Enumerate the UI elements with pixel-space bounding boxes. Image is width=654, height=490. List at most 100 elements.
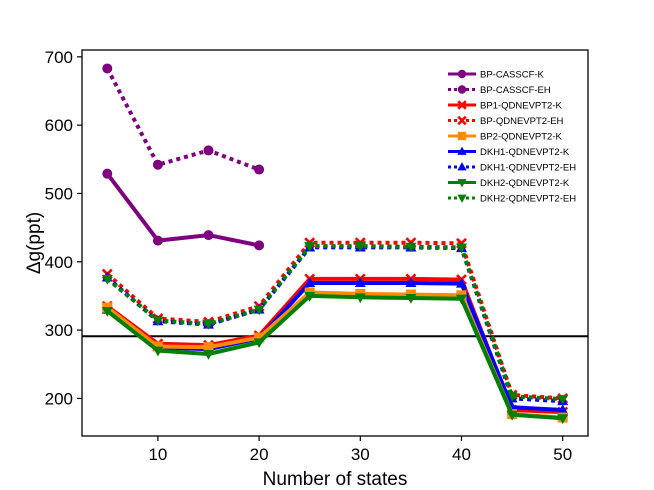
marker-shape xyxy=(203,342,214,353)
data-point xyxy=(506,392,518,403)
x-tick-label: 30 xyxy=(351,445,370,464)
y-axis-label: Δg(ppt) xyxy=(24,212,45,274)
x-tick-label: 50 xyxy=(553,445,572,464)
data-point xyxy=(101,306,113,317)
data-point xyxy=(253,305,265,316)
x-tick-label: 20 xyxy=(250,445,269,464)
marker-shape xyxy=(456,243,467,254)
data-point xyxy=(557,404,569,415)
marker-shape xyxy=(354,293,366,304)
marker-shape xyxy=(457,194,467,203)
marker-shape xyxy=(304,242,316,252)
legend-marker xyxy=(457,131,467,141)
marker-shape xyxy=(457,131,467,141)
legend-label: BP1-QDNEVPT2-K xyxy=(480,101,562,112)
data-point xyxy=(203,145,214,156)
legend-marker xyxy=(457,146,467,155)
legend-entry: BP-QDNEVPT2-EH xyxy=(448,115,564,127)
y-tick-label: 500 xyxy=(45,184,73,203)
y-tick-label: 400 xyxy=(45,253,73,272)
marker-shape xyxy=(457,85,467,94)
data-point xyxy=(101,274,113,285)
marker-shape xyxy=(254,332,265,343)
marker-shape xyxy=(102,63,113,74)
marker-shape xyxy=(557,395,569,405)
marker-shape xyxy=(354,242,366,252)
data-point xyxy=(253,338,265,349)
marker-shape xyxy=(304,277,316,287)
marker-shape xyxy=(557,414,569,424)
marker-shape xyxy=(354,277,366,287)
x-axis-label: Number of states xyxy=(263,469,408,490)
marker-shape xyxy=(457,179,467,188)
y-tick-label: 300 xyxy=(45,321,73,340)
data-point xyxy=(354,293,366,304)
data-point xyxy=(304,277,316,287)
marker-shape xyxy=(254,164,265,175)
x-tick-label: 10 xyxy=(148,445,167,464)
series-line xyxy=(105,240,563,401)
marker-shape xyxy=(506,392,518,403)
marker-shape xyxy=(405,293,417,304)
data-point xyxy=(405,277,417,287)
data-point xyxy=(304,242,316,252)
series-line xyxy=(106,293,563,421)
marker-shape xyxy=(405,277,417,287)
data-point xyxy=(254,164,265,175)
data-point xyxy=(152,341,163,352)
legend-marker xyxy=(457,69,467,79)
marker-shape xyxy=(152,159,163,170)
legend: BP-CASSCF-K BP-CASSCF-EH BP1-QDNEVPT2-K BP-… xyxy=(448,70,576,205)
marker-shape xyxy=(152,346,164,357)
x-tick-label: 40 xyxy=(452,445,471,464)
marker-shape xyxy=(457,146,467,155)
legend-entry: DKH2-QDNEVPT2-K xyxy=(448,178,570,189)
legend-marker xyxy=(457,194,467,203)
marker-shape xyxy=(457,162,467,171)
legend-entry: BP1-QDNEVPT2-K xyxy=(448,100,562,112)
data-point xyxy=(203,342,214,353)
marker-shape xyxy=(457,100,467,110)
legend-marker xyxy=(457,100,467,110)
legend-entry: DKH2-QDNEVPT2-EH xyxy=(448,194,576,205)
data-point xyxy=(557,414,569,424)
data-point xyxy=(203,350,214,360)
data-point xyxy=(152,159,163,170)
legend-label: DKH2-QDNEVPT2-K xyxy=(480,178,570,189)
marker-shape xyxy=(557,404,569,415)
data-point xyxy=(152,316,164,327)
data-point xyxy=(254,240,265,251)
legend-entry: BP-CASSCF-K xyxy=(448,70,545,81)
data-point xyxy=(557,395,569,405)
series-line xyxy=(106,244,563,402)
series-BP-CASSCF-K xyxy=(102,168,265,251)
marker-shape xyxy=(456,294,467,305)
legend-entry: BP2-QDNEVPT2-K xyxy=(448,132,562,143)
legend-entry: DKH1-QDNEVPT2-K xyxy=(448,146,570,158)
legend-label: BP-CASSCF-EH xyxy=(480,85,551,96)
y-tick-label: 200 xyxy=(45,389,73,408)
axis-ticks: 10 20 30 40 50 200 300 400 500 600 700 xyxy=(45,48,573,464)
marker-shape xyxy=(405,242,417,253)
data-point xyxy=(405,293,417,304)
data-point xyxy=(354,242,366,252)
legend-marker xyxy=(457,115,467,126)
legend-marker xyxy=(457,179,467,188)
marker-shape xyxy=(456,277,467,288)
marker-shape xyxy=(152,341,163,352)
marker-shape xyxy=(203,319,214,330)
marker-shape xyxy=(203,145,214,156)
legend-label: BP-QDNEVPT2-EH xyxy=(480,116,564,127)
marker-shape xyxy=(203,230,214,241)
data-point xyxy=(102,168,113,179)
data-point xyxy=(102,63,113,74)
legend-entry: DKH1-QDNEVPT2-EH xyxy=(448,162,576,174)
marker-shape xyxy=(253,338,265,349)
series-line xyxy=(105,172,260,248)
marker-shape xyxy=(102,168,113,179)
marker-shape xyxy=(253,305,265,316)
legend-label: BP2-QDNEVPT2-K xyxy=(480,132,562,143)
marker-shape xyxy=(203,350,214,360)
data-point xyxy=(354,277,366,287)
